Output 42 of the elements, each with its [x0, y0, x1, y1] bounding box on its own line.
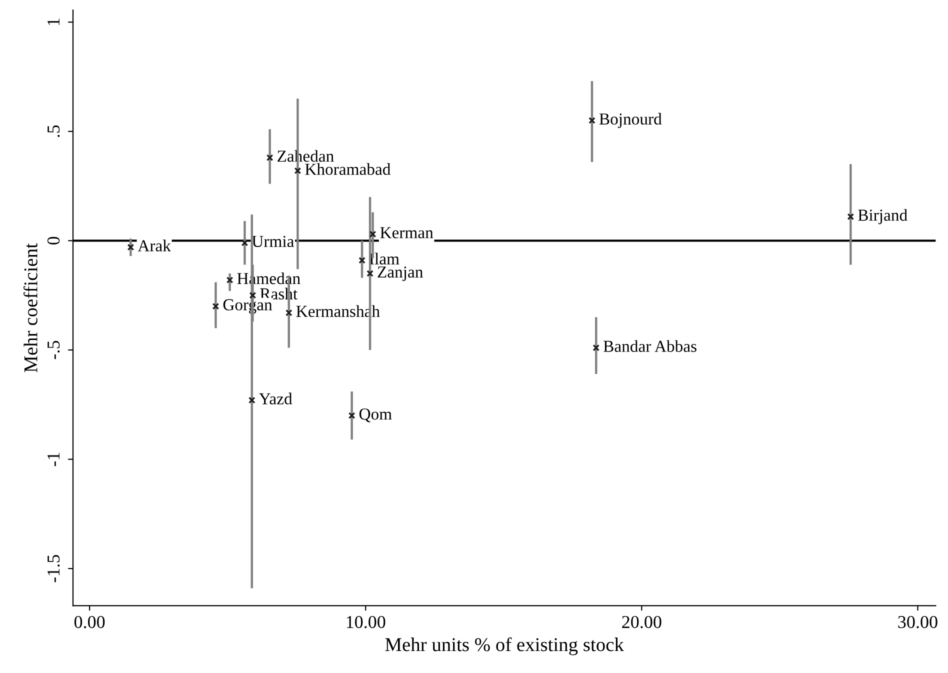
point — [348, 412, 356, 419]
y-tick-label: -1.5 — [48, 554, 60, 582]
annotation: Birjand — [858, 209, 908, 224]
point — [369, 230, 376, 238]
annotation: Ilam — [370, 252, 400, 265]
annotation: Yazd — [259, 392, 292, 404]
x-tick-label: 20.00 — [622, 616, 662, 628]
y-axis-title: Mehr coefficient — [24, 243, 38, 372]
annotation: Zanjan — [378, 266, 423, 282]
annotation: Urmia — [252, 236, 294, 248]
annotation: Qom — [359, 408, 392, 422]
x-axis-title: Mehr units % of existing stock — [385, 637, 624, 656]
y-tick-label: .5 — [48, 125, 60, 137]
y-tick-label: 0 — [47, 236, 60, 245]
annotation: Kermanshah — [296, 305, 380, 317]
annotation: Khoramabad — [305, 163, 391, 175]
y-tick-label: -1 — [48, 452, 60, 466]
annotation: Arak — [138, 240, 171, 252]
x-tick-label: 0.00 — [74, 616, 105, 628]
point — [212, 302, 220, 310]
annotation: Bandar Abbas — [604, 340, 696, 352]
point — [592, 344, 600, 352]
y-tick-label: 1 — [48, 18, 60, 26]
point — [226, 276, 234, 284]
point — [847, 213, 854, 220]
x-tick-label: 30.00 — [898, 616, 938, 628]
point — [366, 270, 374, 277]
y-tick-label: -.5 — [48, 340, 60, 360]
point — [358, 256, 366, 264]
annotation: Kerman — [380, 227, 434, 238]
annotation: Zahedan — [278, 150, 334, 162]
point — [248, 396, 256, 404]
point — [266, 154, 274, 162]
point — [285, 309, 292, 316]
annotation: Hamedan — [237, 272, 300, 284]
annotation: Bojnourd — [599, 112, 662, 128]
point — [294, 167, 302, 174]
x-tick-label: 10.00 — [346, 616, 386, 628]
point — [588, 117, 596, 124]
point — [249, 292, 256, 299]
point — [127, 244, 134, 251]
point — [241, 239, 248, 246]
